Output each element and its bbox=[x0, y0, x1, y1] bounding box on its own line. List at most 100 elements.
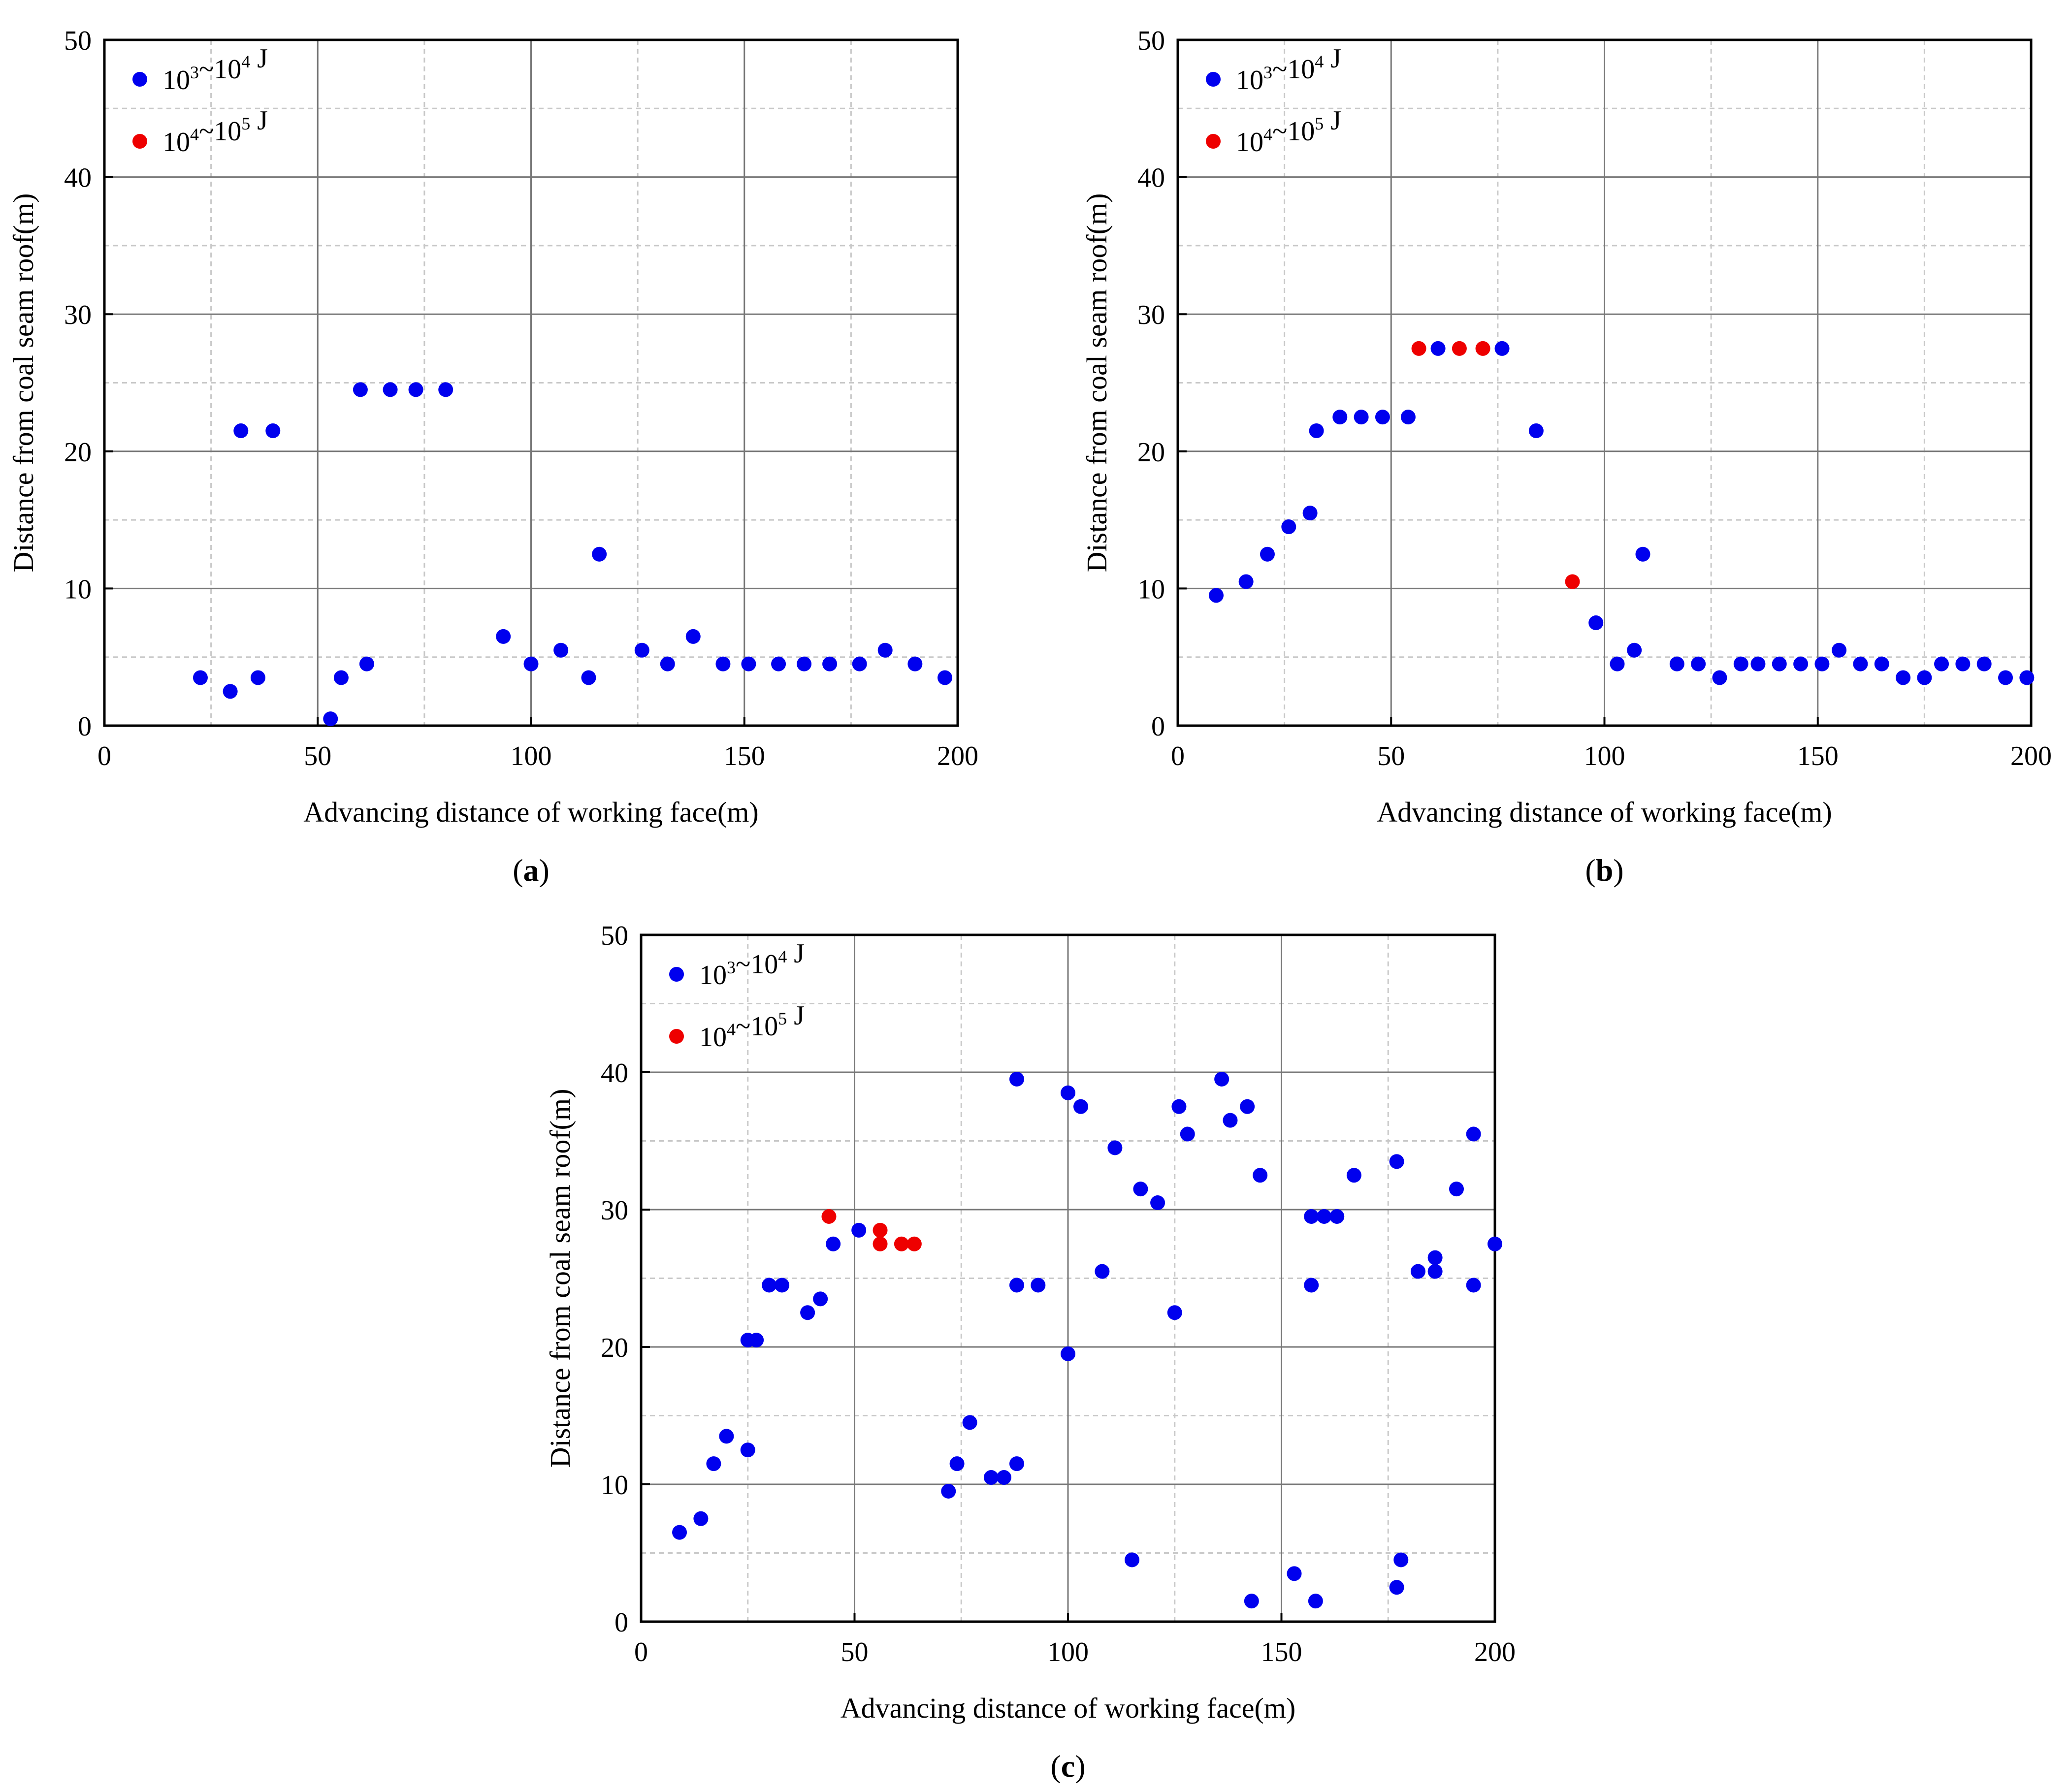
data-point-low bbox=[660, 656, 675, 672]
data-point-low bbox=[706, 1456, 721, 1472]
data-point-low bbox=[907, 656, 923, 672]
data-point-low bbox=[719, 1429, 734, 1444]
data-point-high bbox=[821, 1209, 837, 1224]
data-point-low bbox=[1354, 410, 1369, 425]
data-point-low bbox=[1466, 1278, 1481, 1293]
data-point-low bbox=[1772, 656, 1787, 672]
data-point-low bbox=[1449, 1182, 1464, 1197]
x-tick-label: 0 bbox=[634, 1637, 648, 1667]
data-point-low bbox=[1712, 670, 1727, 685]
data-point-low bbox=[1528, 423, 1544, 439]
y-tick-label: 20 bbox=[64, 437, 92, 468]
data-point-high bbox=[873, 1222, 888, 1238]
data-point-low bbox=[1009, 1071, 1024, 1087]
data-point-low bbox=[1240, 1099, 1255, 1114]
data-point-low bbox=[1430, 341, 1446, 356]
data-point-low bbox=[1610, 656, 1625, 672]
data-point-low bbox=[813, 1291, 828, 1307]
data-point-low bbox=[250, 670, 265, 685]
y-tick-label: 20 bbox=[1137, 437, 1165, 468]
data-point-low bbox=[1061, 1085, 1075, 1100]
data-point-low bbox=[1125, 1552, 1140, 1568]
data-point-low bbox=[1317, 1209, 1332, 1224]
legend-label-high: 104~105 J bbox=[699, 1000, 805, 1053]
x-tick-label: 150 bbox=[1261, 1637, 1302, 1667]
data-point-low bbox=[496, 629, 511, 644]
legend-marker-high bbox=[669, 1029, 684, 1044]
data-point-low bbox=[1346, 1168, 1361, 1183]
data-point-low bbox=[800, 1305, 815, 1320]
data-point-high bbox=[1452, 341, 1467, 356]
x-tick-label: 0 bbox=[1171, 741, 1185, 771]
data-point-low bbox=[1302, 506, 1318, 521]
data-point-low bbox=[1031, 1278, 1046, 1293]
data-point-low bbox=[1329, 1209, 1345, 1224]
x-axis-title: Advancing distance of working face(m) bbox=[841, 1692, 1295, 1724]
data-point-low bbox=[1976, 656, 1992, 672]
x-tick-label: 200 bbox=[937, 741, 978, 771]
data-point-low bbox=[1691, 656, 1706, 672]
data-point-low bbox=[523, 656, 539, 672]
data-point-high bbox=[1475, 341, 1490, 356]
data-point-low bbox=[1896, 670, 1911, 685]
x-tick-label: 100 bbox=[1584, 741, 1625, 771]
data-point-low bbox=[1733, 656, 1748, 672]
data-point-low bbox=[1208, 588, 1224, 603]
data-point-low bbox=[762, 1278, 777, 1293]
data-point-low bbox=[877, 642, 893, 658]
x-tick-label: 0 bbox=[97, 741, 111, 771]
data-point-low bbox=[193, 670, 208, 685]
data-point-low bbox=[408, 382, 423, 397]
data-point-low bbox=[1874, 656, 1889, 672]
legend-marker-low bbox=[669, 967, 684, 982]
data-point-low bbox=[359, 656, 374, 672]
legend-label-high: 104~105 J bbox=[1236, 105, 1341, 158]
data-point-low bbox=[1009, 1278, 1024, 1293]
data-point-low bbox=[1588, 615, 1604, 631]
y-tick-label: 20 bbox=[601, 1333, 628, 1363]
y-tick-label: 40 bbox=[1137, 163, 1165, 193]
data-point-high bbox=[894, 1236, 909, 1251]
data-point-low bbox=[938, 670, 953, 685]
chart-b: 0 50 100 150 200 0 10 20 30 40 50 Advancing distanc… bbox=[1081, 26, 2052, 888]
data-point-low bbox=[1389, 1154, 1404, 1169]
data-point-low bbox=[1410, 1264, 1425, 1279]
data-point-low bbox=[1304, 1209, 1319, 1224]
legend-label-low: 103~104 J bbox=[699, 938, 805, 991]
data-point-low bbox=[353, 382, 368, 397]
data-point-high bbox=[873, 1236, 888, 1251]
data-point-low bbox=[1009, 1456, 1024, 1472]
data-point-low bbox=[1832, 642, 1847, 658]
data-point-low bbox=[741, 656, 756, 672]
data-point-low bbox=[1917, 670, 1932, 685]
y-axis-title: Distance from coal seam roof(m) bbox=[7, 193, 39, 573]
y-tick-label: 50 bbox=[64, 26, 92, 56]
data-point-low bbox=[1253, 1168, 1268, 1183]
y-tick-label: 50 bbox=[601, 921, 628, 951]
legend-label-high: 104~105 J bbox=[162, 105, 268, 158]
data-point-low bbox=[1494, 341, 1510, 356]
data-point-low bbox=[1287, 1566, 1302, 1581]
data-point-high bbox=[906, 1236, 922, 1251]
data-point-low bbox=[553, 642, 569, 658]
data-point-low bbox=[1309, 423, 1324, 439]
y-tick-label: 10 bbox=[1137, 574, 1165, 605]
data-point-low bbox=[1332, 410, 1348, 425]
legend-marker-low bbox=[132, 72, 147, 87]
data-point-low bbox=[1389, 1580, 1404, 1595]
data-point-low bbox=[1304, 1278, 1319, 1293]
x-axis-title: Advancing distance of working face(m) bbox=[303, 796, 758, 828]
data-point-low bbox=[1375, 410, 1390, 425]
data-point-low bbox=[383, 382, 398, 397]
data-point-low bbox=[1934, 656, 1949, 672]
data-point-low bbox=[962, 1415, 977, 1430]
data-point-low bbox=[1095, 1264, 1110, 1279]
data-point-low bbox=[1627, 642, 1642, 658]
data-point-low bbox=[740, 1442, 755, 1458]
data-point-low bbox=[233, 423, 249, 439]
y-tick-label: 0 bbox=[1151, 711, 1165, 742]
x-tick-label: 100 bbox=[511, 741, 552, 771]
data-point-low bbox=[438, 382, 453, 397]
data-point-low bbox=[1853, 656, 1868, 672]
